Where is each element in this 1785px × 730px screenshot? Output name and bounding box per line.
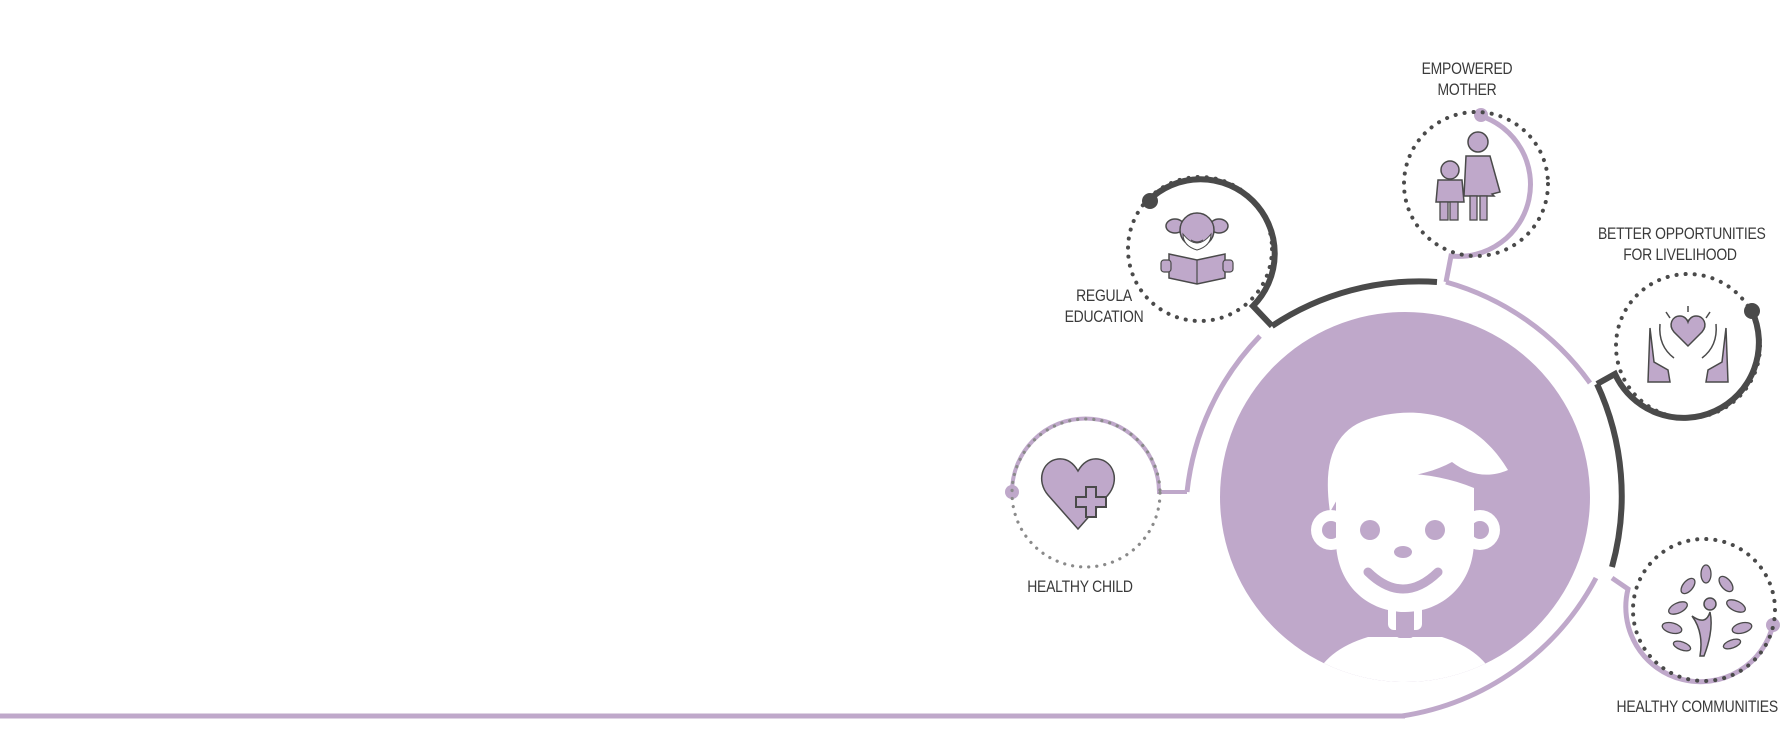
label-line: FOR LIVELIHOOD	[1623, 245, 1737, 264]
dotted-ring-better-opportunities	[1614, 272, 1762, 420]
dotted-ring-empowered-mother	[1402, 110, 1550, 258]
dotted-ring-regular-education	[1126, 175, 1274, 323]
ring-segment-left	[1184, 334, 1262, 493]
ring-segment-upper-right	[1445, 279, 1593, 385]
endpoint-empowered-mother	[1474, 108, 1488, 122]
ring-segment-right	[1594, 382, 1625, 568]
label-healthy-child: HEALTHY CHILD	[1014, 576, 1145, 597]
label-line: MOTHER	[1437, 80, 1497, 99]
people-tree-icon	[1661, 564, 1753, 657]
ring-segment-bottom	[1401, 576, 1599, 719]
girl-reading-icon	[1160, 212, 1234, 285]
label-empowered-mother: EMPOWERED MOTHER	[1401, 58, 1532, 100]
label-line: BETTER OPPORTUNITIES	[1598, 224, 1766, 243]
endpoint-healthy-child	[1005, 485, 1019, 499]
label-better-opportunities: BETTER OPPORTUNITIES FOR LIVELIHOOD	[1598, 223, 1766, 265]
dotted-ring-healthy-communities	[1631, 537, 1777, 683]
label-line: EDUCATION	[1064, 307, 1144, 326]
hands-holding-heart-icon	[1647, 306, 1729, 383]
heart-plus-icon	[1040, 458, 1116, 531]
label-line: HEALTHY CHILD	[1027, 577, 1133, 596]
ring-segment-top	[1270, 278, 1438, 329]
label-line: REGULA	[1076, 286, 1132, 305]
connector-empowered-mother	[1443, 113, 1533, 283]
label-regular-education: REGULA EDUCATION	[1038, 285, 1169, 327]
mother-and-child-icon	[1435, 131, 1501, 221]
dotted-ring-healthy-child	[1010, 417, 1162, 569]
central-circle	[1220, 312, 1590, 682]
endpoint-healthy-communities	[1766, 618, 1780, 632]
label-line: HEALTHY COMMUNITIES	[1616, 697, 1779, 716]
endpoint-regular-education	[1142, 193, 1158, 209]
label-line: EMPOWERED	[1421, 59, 1513, 78]
label-healthy-communities: HEALTHY COMMUNITIES	[1616, 696, 1779, 717]
